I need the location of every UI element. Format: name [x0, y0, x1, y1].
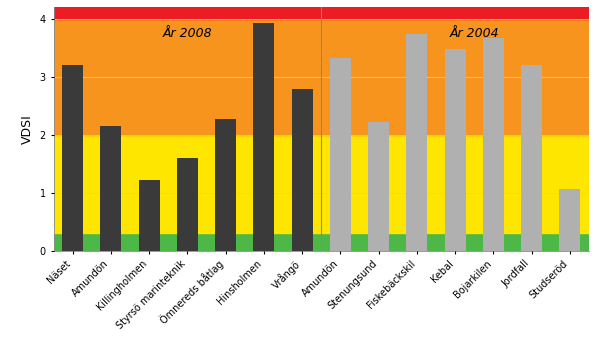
- Text: År 2004: År 2004: [449, 27, 499, 40]
- Bar: [54, 7, 589, 19]
- Bar: [177, 158, 198, 251]
- Bar: [559, 189, 581, 251]
- Bar: [292, 90, 313, 251]
- Bar: [253, 23, 274, 251]
- Bar: [521, 65, 542, 251]
- Bar: [215, 119, 236, 251]
- Bar: [368, 122, 389, 251]
- Y-axis label: VDSI: VDSI: [21, 114, 34, 144]
- Bar: [101, 126, 121, 251]
- Bar: [483, 38, 504, 251]
- Bar: [62, 65, 83, 251]
- Bar: [54, 233, 589, 251]
- Bar: [54, 135, 589, 233]
- Bar: [406, 34, 427, 251]
- Bar: [444, 49, 466, 251]
- Bar: [54, 19, 589, 135]
- Text: År 2008: År 2008: [162, 27, 212, 40]
- Bar: [330, 58, 351, 251]
- Bar: [139, 180, 159, 251]
